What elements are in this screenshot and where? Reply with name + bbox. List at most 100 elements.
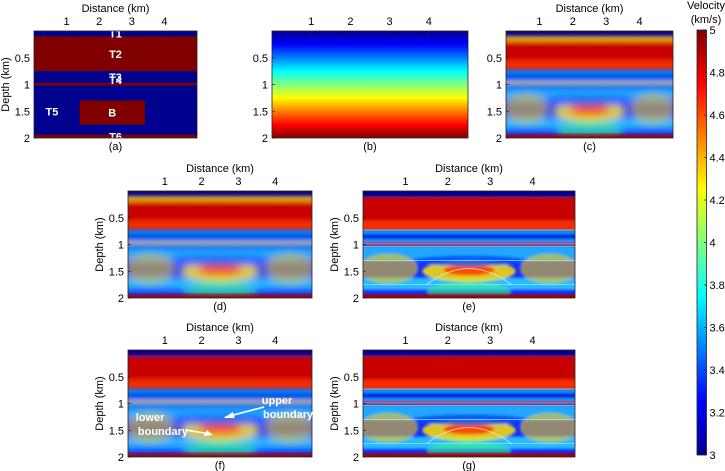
annotation-upper-boundary: boundary [263,409,314,421]
label-t6: T6 [109,131,122,143]
caption-c: (c) [583,141,596,153]
xtick-label-b-2: 2 [347,16,353,28]
ytick-label-d-2: 2 [118,293,124,305]
ylabel-e: Depth (km) [329,217,341,271]
ytick-label-e-1.5: 1.5 [344,266,359,278]
ytick-label-f-1: 1 [118,399,124,411]
ytick-label-f-2: 2 [118,452,124,464]
xtick-label-d-1: 1 [162,176,168,188]
ylabel-a: Depth (km) [0,57,12,111]
xtick-label-b-3: 3 [387,16,393,28]
xtick-label-g-4: 4 [530,335,536,347]
high-layer-c [506,36,673,71]
ytick-label-e-1: 1 [353,240,359,252]
colorbar-tick-label-4.6: 4.6 [710,110,725,122]
xtick-label-g-1: 1 [402,335,408,347]
colorbar-tick-label-3.6: 3.6 [710,323,725,335]
colorbar-title: Velocity [687,0,725,12]
label-t5: T5 [46,106,59,118]
ylabel-d: Depth (km) [94,217,106,271]
arrowhead-upper [223,412,235,418]
xtick-label-b-1: 1 [308,16,314,28]
layer-t3 [34,71,197,84]
colorbar-tick-label-4.4: 4.4 [710,153,725,165]
gradient-model [272,31,468,138]
xtick-label-d-3: 3 [235,176,241,188]
label-t1: T1 [109,29,122,41]
xtick-label-e-4: 4 [530,176,536,188]
ytick-label-c-1: 1 [496,80,502,92]
high-layer-d [128,196,312,231]
layer-t2 [34,36,197,72]
xtick-label-c-1: 1 [536,16,542,28]
high-layer-e [363,196,575,231]
caption-a: (a) [109,141,122,153]
xtick-label-f-2: 2 [199,335,205,347]
ytick-label-a-1.5: 1.5 [15,106,30,118]
colorbar-tick-label-3: 3 [710,450,716,462]
layer-t4 [34,82,197,86]
body-b [79,100,145,125]
caption-e: (e) [462,301,475,313]
annotation-lower: lower [136,412,165,424]
layer-t6 [34,134,197,138]
xtick-label-e-1: 1 [402,176,408,188]
plot-area-b [272,31,468,138]
caption-b: (b) [363,141,376,153]
top-layer-g [363,350,575,356]
xlabel-e: Distance (km) [435,163,503,175]
plot-area-c [506,31,673,138]
colorbar-unit: (km/s) [691,14,722,26]
colorbar-tick-label-4: 4 [710,238,716,250]
colorbar: Velocity (km/s) 3 3.2 3.4 3.6 3.8 4 4.2 4.4 4.6 4… [687,0,725,462]
xtick-label-c-3: 3 [603,16,609,28]
layer-t1 [34,31,197,37]
xtick-label-a-4: 4 [161,16,167,28]
ytick-label-g-0.5: 0.5 [344,372,359,384]
ytick-label-a-1: 1 [24,80,30,92]
colorbar-tick-label-5: 5 [710,25,716,37]
xlabel-d: Distance (km) [186,163,254,175]
plot-area-a [34,31,197,138]
high-layer-g [363,355,575,390]
ylabel-g: Depth (km) [329,376,341,430]
label-t2: T2 [109,49,122,61]
xtick-label-d-2: 2 [199,176,205,188]
ytick-label-a-2: 2 [24,133,30,145]
colorbar-tick-label-4.2: 4.2 [710,195,725,207]
ylabel-f: Depth (km) [94,376,106,430]
xlabel-f: Distance (km) [186,322,254,334]
top-layer-c [506,31,673,37]
xtick-label-g-2: 2 [445,335,451,347]
xtick-label-a-2: 2 [96,16,102,28]
xtick-label-f-3: 3 [235,335,241,347]
top-layer-d [128,191,312,197]
panel-b: 1 2 3 4 0.5 1 1.5 2 (b) [253,16,469,153]
ytick-label-b-2: 2 [262,133,268,145]
ytick-label-g-2: 2 [353,452,359,464]
xtick-label-f-4: 4 [272,335,278,347]
ytick-label-g-1.5: 1.5 [344,425,359,437]
xtick-label-e-2: 2 [445,176,451,188]
ytick-label-b-0.5: 0.5 [253,53,268,65]
ytick-label-c-1.5: 1.5 [487,106,502,118]
plot-area-d [128,191,312,298]
ytick-label-c-0.5: 0.5 [487,53,502,65]
xtick-label-c-2: 2 [570,16,576,28]
ytick-label-d-0.5: 0.5 [109,213,124,225]
caption-f: (f) [215,460,225,471]
ytick-label-f-1.5: 1.5 [109,425,124,437]
caption-g: (g) [462,460,475,471]
plot-area-e [363,191,575,298]
ytick-label-d-1: 1 [118,240,124,252]
xlabel-a: Distance (km) [82,3,150,15]
ytick-label-g-1: 1 [353,399,359,411]
high-layer-f [128,355,312,390]
colorbar-tick-label-4.8: 4.8 [710,68,725,80]
